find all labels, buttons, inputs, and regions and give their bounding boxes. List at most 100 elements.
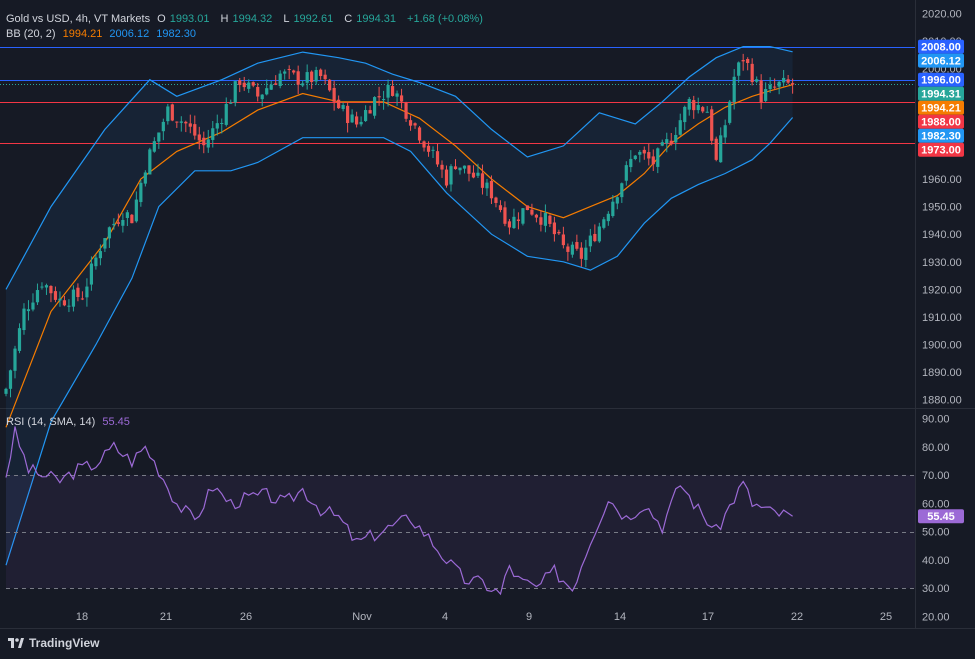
candle[interactable]	[557, 229, 561, 236]
candle[interactable]	[602, 216, 606, 230]
candle[interactable]	[269, 80, 273, 91]
candle[interactable]	[166, 103, 170, 125]
candle[interactable]	[440, 160, 444, 178]
candle[interactable]	[80, 291, 85, 301]
candle[interactable]	[413, 122, 417, 129]
candle[interactable]	[107, 226, 111, 248]
candle[interactable]	[579, 242, 583, 267]
candle[interactable]	[372, 96, 377, 119]
candle[interactable]	[116, 213, 120, 227]
candle[interactable]	[148, 147, 152, 175]
candle[interactable]	[314, 66, 318, 85]
candle[interactable]	[4, 387, 8, 397]
candle[interactable]	[777, 80, 781, 95]
candle[interactable]	[22, 303, 26, 335]
candle[interactable]	[462, 165, 467, 174]
candle[interactable]	[40, 282, 44, 290]
candle[interactable]	[755, 76, 759, 84]
candle[interactable]	[494, 196, 498, 208]
candle[interactable]	[364, 105, 368, 122]
candle[interactable]	[399, 88, 404, 109]
candle[interactable]	[651, 149, 655, 172]
candle[interactable]	[35, 283, 40, 305]
candle[interactable]	[8, 369, 13, 398]
candle[interactable]	[242, 76, 246, 91]
candle[interactable]	[139, 180, 143, 207]
candle[interactable]	[624, 161, 628, 186]
candle[interactable]	[44, 283, 49, 295]
candle[interactable]	[341, 102, 345, 112]
candle[interactable]	[251, 81, 255, 88]
candle[interactable]	[516, 212, 521, 230]
candle[interactable]	[157, 132, 161, 149]
candle[interactable]	[103, 238, 107, 253]
candle[interactable]	[404, 101, 408, 122]
candle[interactable]	[188, 114, 192, 134]
candle[interactable]	[561, 226, 565, 249]
candle[interactable]	[687, 97, 691, 116]
candle[interactable]	[283, 69, 287, 80]
candle[interactable]	[530, 203, 534, 216]
candle[interactable]	[714, 136, 718, 162]
candle[interactable]	[386, 79, 390, 107]
candle[interactable]	[143, 170, 147, 187]
candle[interactable]	[503, 201, 507, 227]
candle[interactable]	[422, 140, 426, 152]
candle[interactable]	[764, 82, 768, 103]
candle[interactable]	[431, 146, 435, 158]
candle[interactable]	[498, 200, 503, 213]
candle[interactable]	[202, 131, 206, 154]
candle[interactable]	[638, 150, 642, 163]
candle[interactable]	[233, 80, 237, 107]
candle[interactable]	[620, 182, 624, 203]
candle[interactable]	[597, 222, 601, 243]
candle[interactable]	[588, 228, 592, 253]
candle[interactable]	[593, 224, 597, 243]
candle[interactable]	[656, 147, 660, 174]
candle[interactable]	[215, 114, 219, 136]
candle[interactable]	[444, 165, 449, 188]
candle[interactable]	[62, 295, 67, 307]
candle[interactable]	[319, 68, 323, 80]
candle[interactable]	[512, 208, 516, 229]
candle[interactable]	[723, 119, 727, 144]
candle[interactable]	[449, 164, 453, 192]
candle[interactable]	[507, 219, 512, 235]
candle[interactable]	[642, 146, 646, 160]
time-axis[interactable]: 18 21 26 Nov 4 9 14 17 22 25	[76, 611, 892, 623]
candle[interactable]	[184, 120, 188, 133]
candle[interactable]	[350, 109, 354, 123]
candle[interactable]	[161, 118, 165, 141]
candle[interactable]	[417, 126, 422, 144]
candle[interactable]	[566, 243, 570, 261]
candle[interactable]	[674, 127, 678, 151]
candle[interactable]	[710, 105, 714, 145]
candle[interactable]	[615, 196, 619, 210]
candle[interactable]	[274, 75, 278, 86]
candle[interactable]	[260, 94, 264, 107]
candle[interactable]	[683, 105, 687, 130]
candle[interactable]	[125, 210, 129, 226]
candle[interactable]	[732, 69, 736, 110]
candle[interactable]	[660, 139, 664, 147]
candle[interactable]	[426, 141, 431, 157]
candle[interactable]	[728, 99, 732, 125]
candle[interactable]	[741, 53, 745, 71]
candle[interactable]	[539, 210, 543, 232]
candle[interactable]	[17, 323, 22, 354]
candle[interactable]	[485, 178, 489, 196]
candle[interactable]	[152, 137, 156, 153]
candle[interactable]	[130, 214, 134, 224]
candle[interactable]	[53, 286, 58, 303]
candle[interactable]	[606, 211, 610, 226]
candle[interactable]	[94, 254, 98, 270]
candle[interactable]	[346, 102, 350, 133]
candle[interactable]	[310, 70, 314, 89]
candle[interactable]	[471, 165, 476, 179]
candle[interactable]	[665, 132, 669, 153]
candle[interactable]	[525, 205, 530, 211]
rsi-pane[interactable]	[5, 426, 915, 596]
candle[interactable]	[134, 191, 138, 223]
candle[interactable]	[381, 90, 386, 110]
